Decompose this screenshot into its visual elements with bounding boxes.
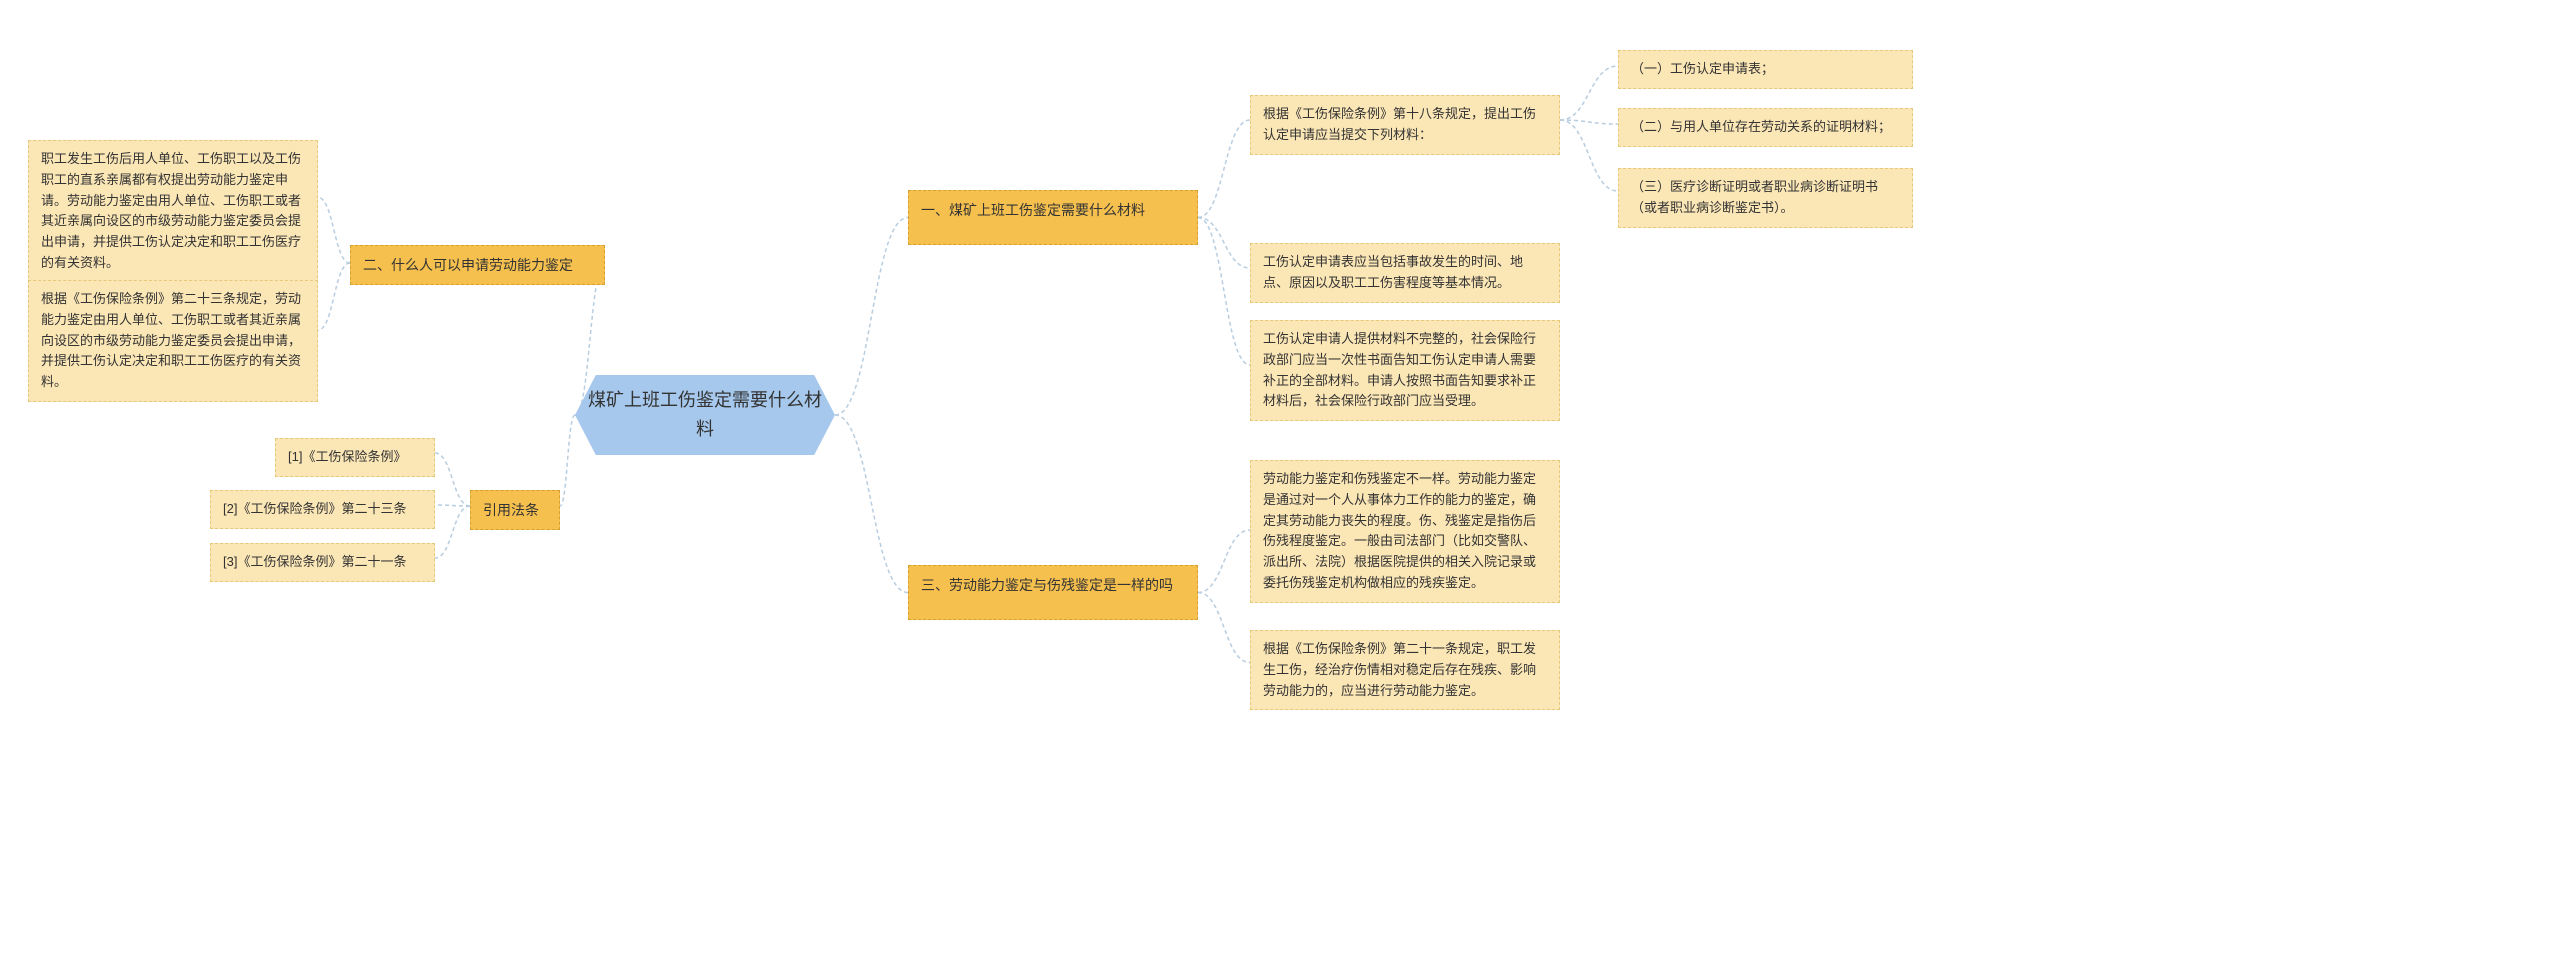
branch-right-0-child-1: 工伤认定申请表应当包括事故发生的时间、地点、原因以及职工工伤害程度等基本情况。 [1250, 243, 1560, 303]
branch-left-0-child-0: 职工发生工伤后用人单位、工伤职工以及工伤职工的直系亲属都有权提出劳动能力鉴定申请… [28, 140, 318, 283]
branch-right-0-child-0: 根据《工伤保险条例》第十八条规定，提出工伤认定申请应当提交下列材料： [1250, 95, 1560, 155]
branch-right-0-child-0-sub-2: （三）医疗诊断证明或者职业病诊断证明书（或者职业病诊断鉴定书）。 [1618, 168, 1913, 228]
branch-left-1-child-1: [2]《工伤保险条例》第二十三条 [210, 490, 435, 529]
branch-right-0: 一、煤矿上班工伤鉴定需要什么材料 [908, 190, 1198, 245]
branch-right-1: 三、劳动能力鉴定与伤残鉴定是一样的吗 [908, 565, 1198, 620]
branch-left-0: 二、什么人可以申请劳动能力鉴定 [350, 245, 605, 285]
root-text: 煤矿上班工伤鉴定需要什么材料 [587, 386, 823, 444]
branch-right-1-child-0: 劳动能力鉴定和伤残鉴定不一样。劳动能力鉴定是通过对一个人从事体力工作的能力的鉴定… [1250, 460, 1560, 603]
branch-right-0-child-2: 工伤认定申请人提供材料不完整的，社会保险行政部门应当一次性书面告知工伤认定申请人… [1250, 320, 1560, 421]
branch-left-0-child-1: 根据《工伤保险条例》第二十三条规定，劳动能力鉴定由用人单位、工伤职工或者其近亲属… [28, 280, 318, 402]
branch-left-1-child-0: [1]《工伤保险条例》 [275, 438, 435, 477]
branch-left-1-child-2: [3]《工伤保险条例》第二十一条 [210, 543, 435, 582]
root-node: 煤矿上班工伤鉴定需要什么材料 [575, 375, 835, 455]
branch-left-1: 引用法条 [470, 490, 560, 530]
branch-right-0-child-0-sub-0: （一）工伤认定申请表； [1618, 50, 1913, 89]
branch-right-1-child-1: 根据《工伤保险条例》第二十一条规定，职工发生工伤，经治疗伤情相对稳定后存在残疾、… [1250, 630, 1560, 710]
branch-right-0-child-0-sub-1: （二）与用人单位存在劳动关系的证明材料； [1618, 108, 1913, 147]
